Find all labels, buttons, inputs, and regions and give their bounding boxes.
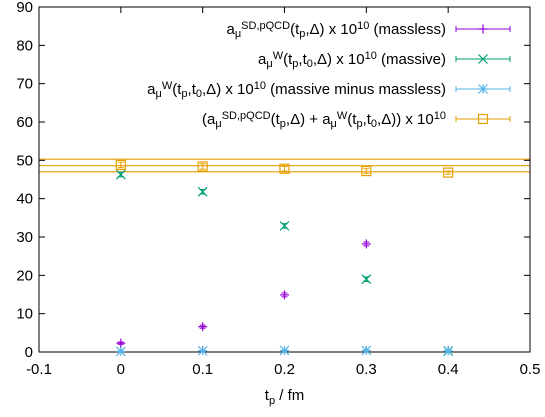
point-marker — [361, 239, 371, 249]
data-point — [361, 165, 372, 177]
y-tick-label: 90 — [16, 0, 33, 16]
legend-swatch-marker — [478, 24, 488, 34]
x-tick-label: 0.3 — [356, 361, 377, 378]
legend-swatch-marker — [478, 84, 488, 94]
legend-swatch-marker — [477, 113, 489, 125]
point-marker — [279, 220, 290, 231]
legend: aμSD,pQCD(tp,Δ) x 1010 (massless) aμW(tp,… — [147, 20, 511, 130]
series-3 — [115, 345, 454, 357]
point-marker — [279, 345, 290, 356]
legend-entry: aμW(tp,t0,Δ) x 1010 (massive minus massl… — [147, 80, 511, 100]
point-marker — [115, 159, 126, 171]
data-point — [361, 274, 372, 285]
point-marker — [197, 345, 208, 356]
y-tick-label: 80 — [16, 37, 33, 54]
y-tick-label: 0 — [25, 344, 33, 361]
data-point — [279, 345, 290, 356]
x-tick-label: -0.1 — [26, 361, 52, 378]
point-marker — [279, 163, 290, 174]
y-tick-label: 30 — [16, 229, 33, 246]
data-point — [115, 159, 126, 171]
data-point — [115, 169, 126, 180]
data-point — [198, 322, 208, 332]
data-point — [279, 163, 290, 174]
legend-label: aμW(tp,t0,Δ) x 1010 (massive) — [258, 50, 446, 70]
legend-label: aμW(tp,t0,Δ) x 1010 (massive minus massl… — [147, 80, 446, 100]
data-point — [443, 167, 454, 178]
point-marker — [280, 290, 289, 300]
data-point — [197, 186, 208, 197]
legend-label: (aμSD,pQCD(tp,Δ) + aμW(tp,t0,Δ)) x 1010 — [202, 110, 446, 130]
data-point — [197, 161, 208, 172]
point-marker — [361, 274, 372, 285]
legend-label: aμSD,pQCD(tp,Δ) x 1010 (massless) — [226, 20, 446, 40]
series-1 — [116, 239, 371, 348]
data-point — [115, 346, 126, 357]
y-tick-label: 70 — [16, 76, 33, 93]
point-marker — [443, 345, 454, 356]
data-point — [361, 345, 372, 356]
data-point — [280, 290, 289, 300]
point-marker — [443, 167, 454, 178]
point-marker — [115, 169, 126, 180]
data-point — [443, 345, 454, 356]
x-tick-label: 0.1 — [192, 361, 213, 378]
series-2 — [115, 169, 454, 357]
legend-entry: (aμSD,pQCD(tp,Δ) + aμW(tp,t0,Δ)) x 1010 — [202, 110, 511, 130]
data-point — [197, 345, 208, 356]
legend-swatch-marker — [478, 54, 488, 64]
y-tick-label: 10 — [16, 306, 33, 323]
data-point — [361, 239, 371, 249]
point-marker — [116, 338, 126, 348]
point-marker — [198, 322, 208, 332]
data-point — [279, 220, 290, 231]
legend-entry: aμSD,pQCD(tp,Δ) x 1010 (massless) — [226, 20, 511, 40]
point-marker — [361, 345, 372, 356]
series-4 — [115, 159, 454, 178]
y-tick-label: 40 — [16, 191, 33, 208]
y-tick-label: 60 — [16, 114, 33, 131]
x-axis-label: tp / fm — [265, 387, 304, 407]
x-tick-label: 0.2 — [274, 361, 295, 378]
point-marker — [197, 161, 208, 172]
legend-entry: aμW(tp,t0,Δ) x 1010 (massive) — [258, 50, 511, 70]
point-marker — [361, 165, 372, 177]
point-marker — [115, 346, 126, 357]
point-marker — [197, 186, 208, 197]
y-tick-label: 50 — [16, 152, 33, 169]
x-tick-label: 0.4 — [438, 361, 459, 378]
x-tick-label: 0 — [117, 361, 125, 378]
x-tick-label: 0.5 — [520, 361, 541, 378]
data-point — [116, 338, 126, 348]
y-tick-label: 20 — [16, 267, 33, 284]
